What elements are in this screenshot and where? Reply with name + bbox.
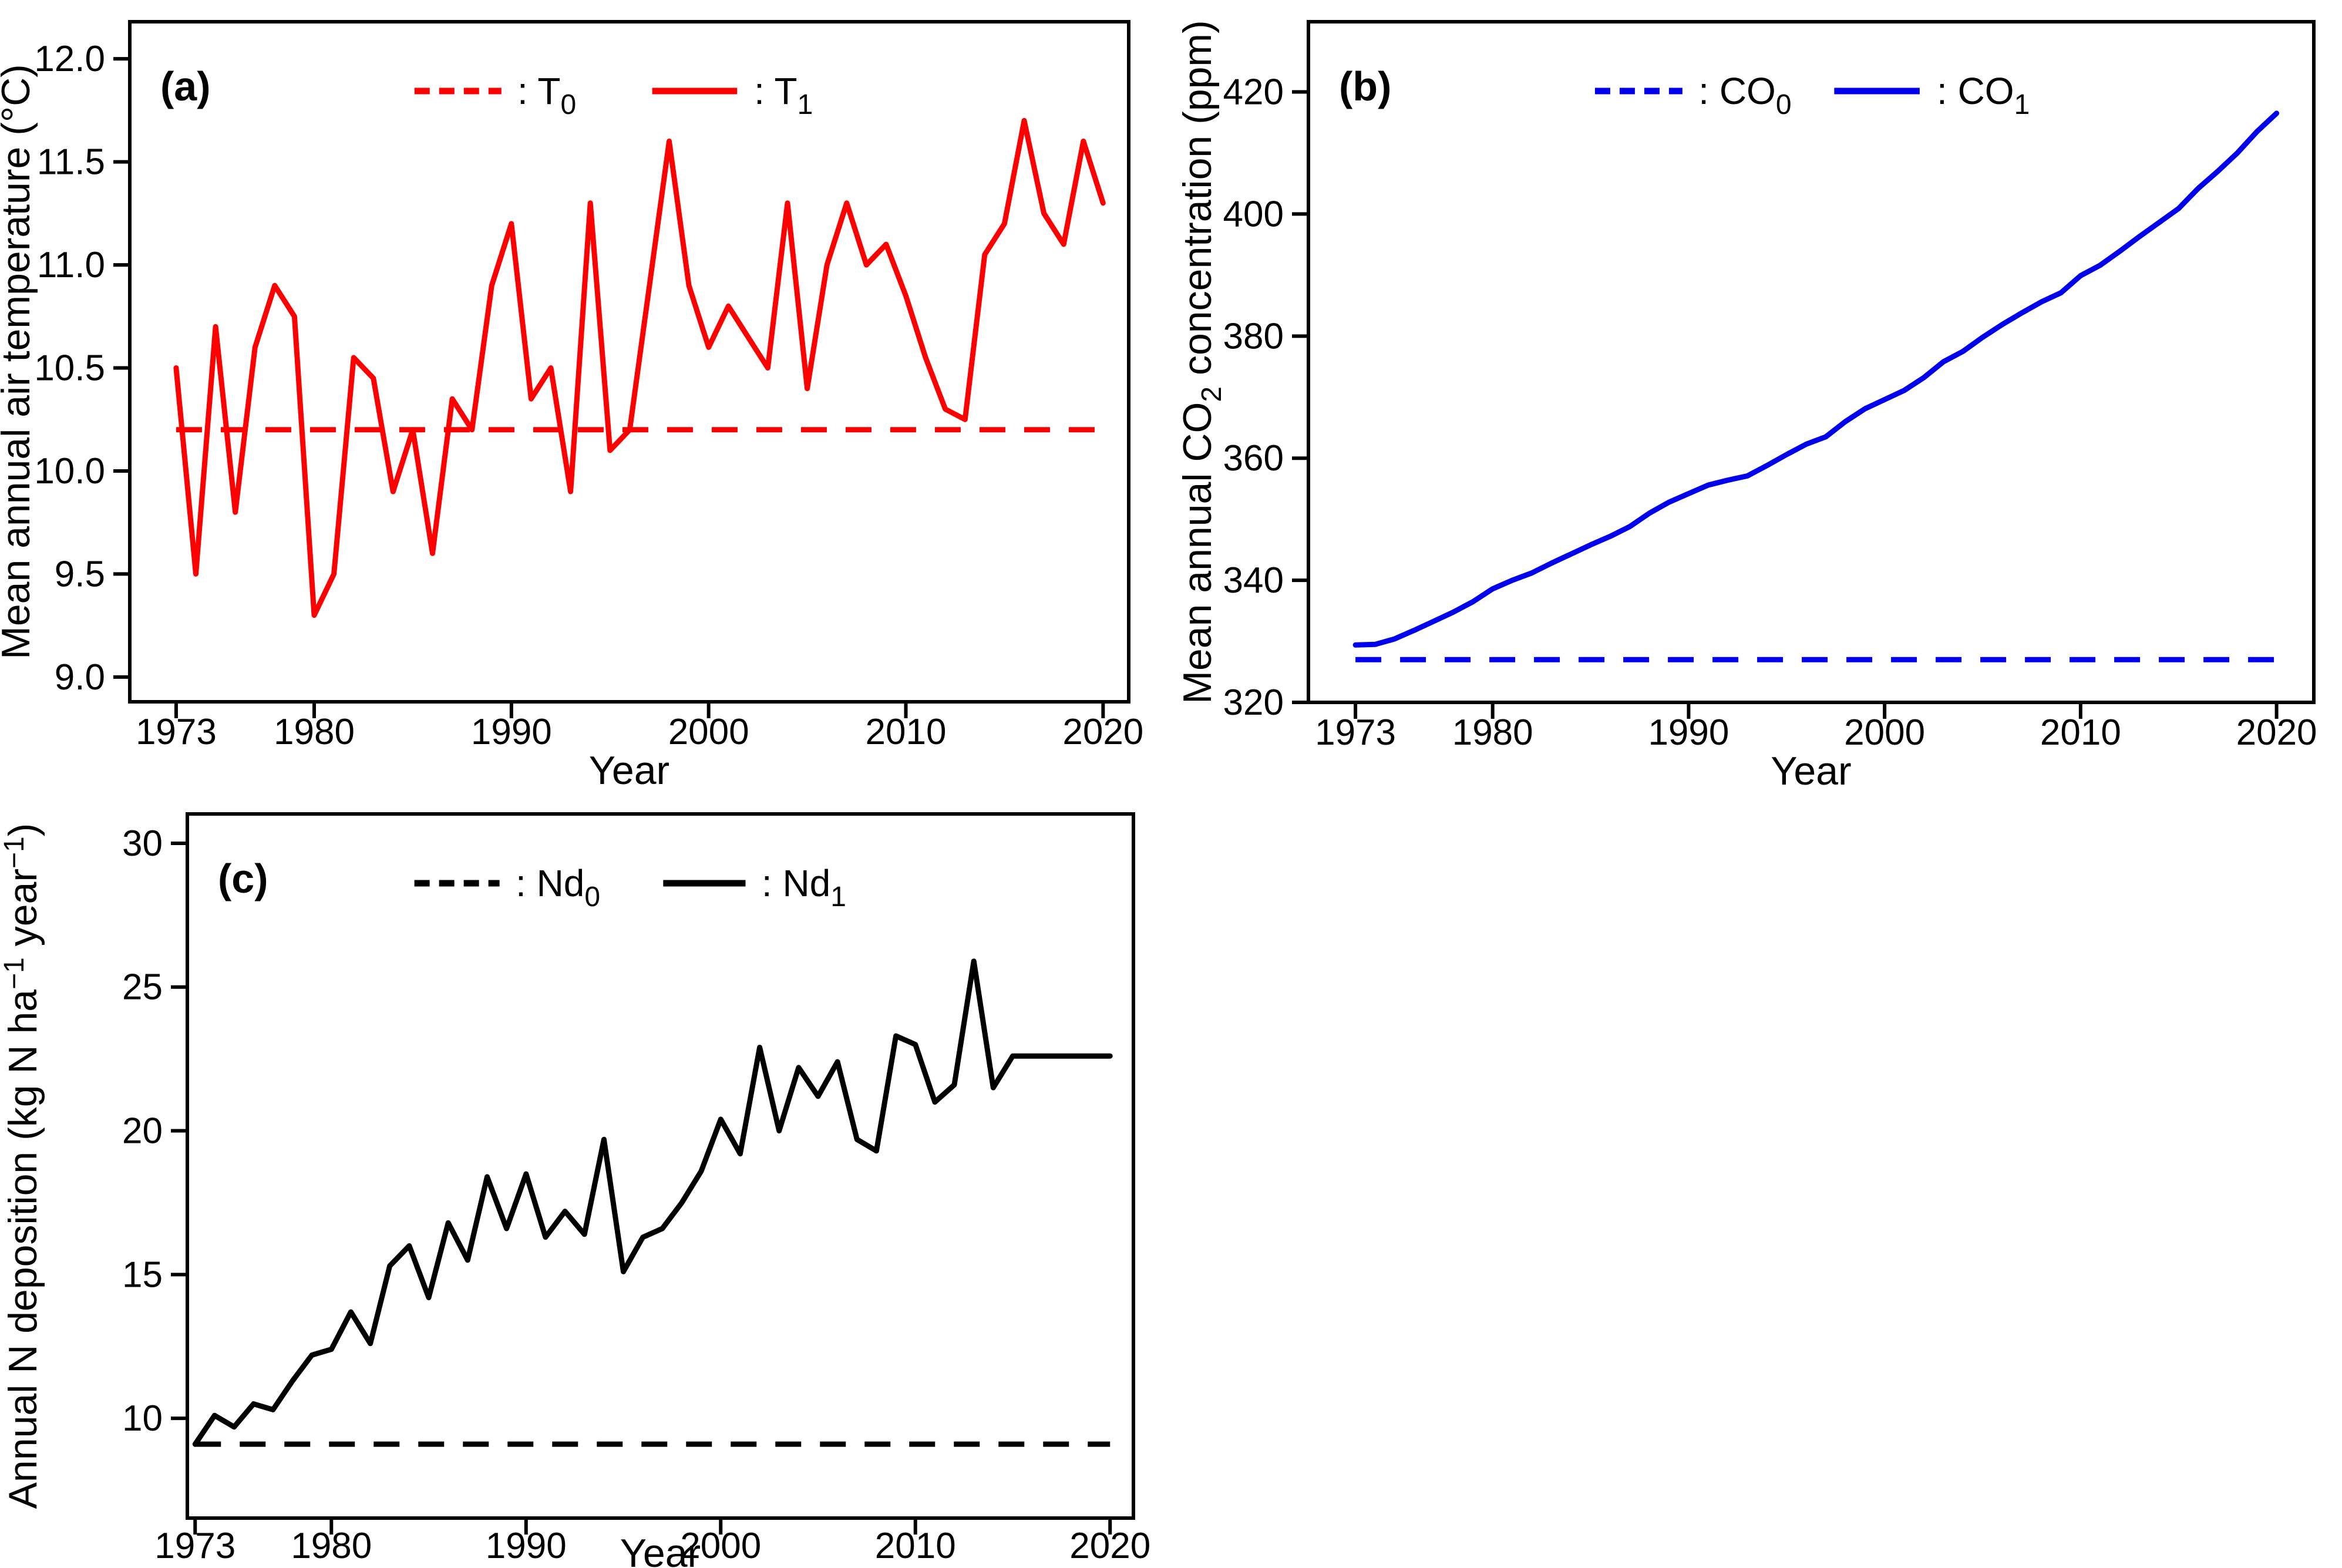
panel2-letter: (b)	[1339, 63, 1391, 109]
label-text: )	[1, 823, 45, 837]
subscript: 2	[1196, 386, 1227, 402]
panel3-frame	[186, 812, 1135, 1520]
panel1-legend-label-T0: : T0	[517, 70, 576, 120]
label-text: : T	[517, 70, 561, 112]
panel2-y-tick-label: 320	[1223, 682, 1284, 723]
panel1-series-T1-line	[173, 117, 1106, 618]
panel3-y-tick-label: 30	[122, 823, 163, 864]
panel1-x-tick-label: 1980	[274, 712, 355, 752]
label-text: Mean annual air temperature (°C)	[0, 64, 38, 659]
panel1-x-tick-label: 2000	[668, 712, 749, 752]
panel1-frame	[128, 20, 1130, 704]
panel2-y-tick-label: 360	[1223, 438, 1284, 479]
panel1-y-tick-label: 11.5	[37, 142, 105, 183]
panel3-x-tick-label: 2010	[875, 1526, 956, 1566]
panel3-x-tick-label: 2020	[1069, 1526, 1150, 1566]
panel3-x-axis-title: Year	[620, 1531, 701, 1568]
superscript: −1	[0, 957, 30, 990]
panel1-y-tick-label: 10.5	[34, 348, 105, 389]
subscript: 0	[560, 89, 576, 120]
panel2-y-axis-title: Mean annual CO2 concentration (ppm)	[1175, 20, 1227, 704]
panel1-y-tick-label: 11.0	[37, 245, 105, 285]
panel2-series-CO1-line	[1352, 110, 2280, 648]
panel1-y-axis-title: Mean annual air temperature (°C)	[0, 64, 38, 659]
panel2-y-tick-label: 340	[1223, 560, 1284, 601]
panel1-letter: (a)	[160, 63, 211, 109]
panel3-x-tick-label: 1990	[486, 1526, 567, 1566]
panel3-x-tick-label: 1973	[154, 1526, 235, 1566]
panel3-y-tick-label: 25	[122, 967, 163, 1008]
panel3-y-tick-label: 20	[122, 1111, 163, 1152]
subscript: 1	[830, 881, 846, 913]
subscript: 1	[798, 89, 813, 120]
panel3-x-tick-label: 1980	[291, 1526, 372, 1566]
panel1-x-tick-label: 2020	[1062, 712, 1143, 752]
panel3-legend-label-Nd0: : Nd0	[516, 862, 600, 913]
panel1-x-tick-label: 1990	[471, 712, 552, 752]
panel1-x-tick-label: 2010	[866, 712, 947, 752]
panel2-x-tick-label: 1980	[1452, 712, 1533, 753]
panel2-frame	[1307, 20, 2316, 704]
panel1-legend-label-T1: : T1	[754, 70, 813, 120]
panel3-letter: (c)	[218, 856, 268, 901]
label-text: concentration (ppm)	[1175, 20, 1220, 386]
panel2-x-axis-title: Year	[1771, 749, 1851, 793]
label-text: year	[1, 869, 45, 957]
panel3-y-tick-label: 15	[122, 1254, 163, 1295]
panel2-y-tick-label: 400	[1223, 194, 1284, 234]
panel2-y-tick-label: 380	[1223, 316, 1284, 356]
panel2-x-tick-label: 2000	[1844, 712, 1925, 753]
panel2-legend-label-CO1: : CO1	[1937, 70, 2030, 120]
subscript: 1	[2014, 89, 2030, 120]
label-text: : CO	[1937, 70, 2014, 112]
panel3-y-tick-label: 10	[122, 1398, 163, 1439]
panel1-y-tick-label: 9.5	[55, 554, 105, 594]
panel1-y-tick-label: 12.0	[34, 39, 105, 79]
label-text: : CO	[1698, 70, 1776, 112]
panel2-x-tick-label: 1973	[1315, 712, 1396, 753]
panel3-y-axis-title: Annual N deposition (kg N ha−1 year−1)	[0, 823, 45, 1509]
label-text: Mean annual CO	[1175, 402, 1220, 704]
panel2-legend-label-CO0: : CO0	[1698, 70, 1791, 120]
panel1-x-axis-title: Year	[589, 748, 669, 793]
panel1-y-tick-label: 9.0	[55, 657, 105, 698]
superscript: −1	[0, 836, 30, 869]
label-text: Annual N deposition (kg N ha	[1, 990, 45, 1509]
panel3-legend-label-Nd1: : Nd1	[762, 862, 846, 913]
panel2-x-tick-label: 1990	[1648, 712, 1729, 753]
subscript: 0	[1776, 89, 1792, 120]
panel1-x-tick-label: 1973	[136, 712, 217, 752]
subscript: 0	[584, 881, 600, 913]
label-text: : Nd	[762, 862, 830, 904]
panel2-x-tick-label: 2010	[2040, 712, 2121, 753]
label-text: : T	[754, 70, 798, 112]
panel2-y-tick-label: 420	[1223, 72, 1284, 113]
panel2-x-tick-label: 2020	[2236, 712, 2317, 753]
panel3-series-Nd1-line	[192, 958, 1113, 1447]
label-text: : Nd	[516, 862, 584, 904]
panel1-y-tick-label: 10.0	[34, 451, 105, 492]
panel3-x-tick-label: 2000	[680, 1526, 761, 1566]
